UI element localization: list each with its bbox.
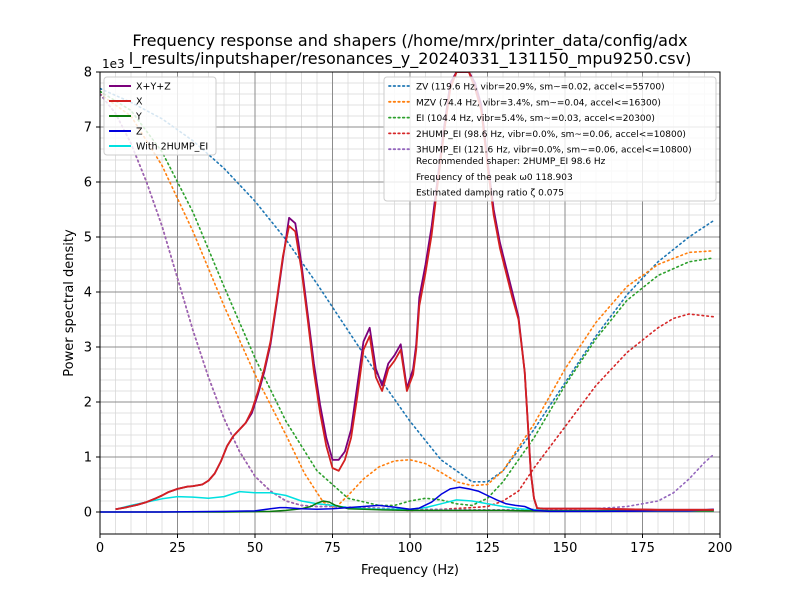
shaper-info-line: Estimated damping ratio ζ 0.075 — [416, 189, 564, 199]
shaper-series-line — [100, 90, 715, 507]
psd-legend: X+Y+Z XYZ With 2HUMP_EI — [103, 76, 217, 156]
shaper-legend-label: MZV (74.4 Hz, vibr=3.4%, sm~=0.04, accel… — [416, 98, 661, 108]
x-tick-label: 100 — [398, 541, 423, 556]
x-tick-label: 175 — [630, 541, 655, 556]
shaper-series-line — [100, 87, 715, 483]
x-tick-label: 125 — [475, 541, 500, 556]
psd-legend-label: X+Y+Z — [136, 82, 171, 93]
shaper-info-line: Frequency of the peak ω0 118.903 — [416, 173, 573, 183]
x-tick-label: 25 — [169, 541, 186, 556]
y-tick-label: 8 — [84, 66, 92, 81]
shaper-series-line — [100, 93, 715, 511]
chart-title-line-1: Frequency response and shapers (/home/mr… — [132, 31, 687, 51]
y-axis-label: Power spectral density — [62, 229, 77, 377]
y-tick-label: 2 — [84, 396, 92, 411]
y-tick-label: 3 — [84, 341, 92, 356]
psd-legend-label: Y — [135, 112, 142, 123]
shaper-legend-label: ZV (119.6 Hz, vibr=20.9%, sm~=0.02, acce… — [416, 83, 665, 93]
y-tick-label: 5 — [84, 231, 92, 246]
x-tick-label: 0 — [96, 541, 104, 556]
psd-series-line — [115, 72, 714, 511]
chart-title-line-2: l_results/inputshaper/resonances_y_20240… — [129, 49, 692, 69]
y-tick-label: 6 — [84, 176, 92, 191]
shaper-legend-label: EI (104.4 Hz, vibr=5.4%, sm~=0.03, accel… — [416, 114, 655, 124]
y-tick-label: 7 — [84, 121, 92, 136]
psd-legend-label: X — [136, 97, 143, 108]
x-axis-ticks: 0 25 50 75 100 125 150 175 200 — [96, 534, 733, 556]
x-axis-label: Frequency (Hz) — [361, 563, 459, 578]
psd-series-line — [100, 486, 714, 513]
psd-series-line — [100, 500, 714, 513]
shaper-series-line — [100, 93, 715, 509]
series-layer — [100, 72, 715, 513]
x-tick-label: 200 — [708, 541, 733, 556]
shaper-info-line: Recommended shaper: 2HUMP_EI 98.6 Hz — [416, 157, 606, 167]
y-tick-label: 1 — [84, 451, 92, 466]
shaper-legend-box — [383, 76, 717, 202]
y-axis-ticks: 0 1 2 3 4 5 6 7 8 — [84, 66, 100, 521]
x-tick-label: 150 — [553, 541, 578, 556]
y-offset-label: 1e3 — [102, 57, 125, 71]
shaper-legend: ZV (119.6 Hz, vibr=20.9%, sm~=0.02, acce… — [383, 76, 717, 202]
psd-legend-box — [103, 76, 217, 156]
psd-legend-label: Z — [136, 127, 143, 138]
shaper-legend-label: 2HUMP_EI (98.6 Hz, vibr=0.0%, sm~=0.06, … — [416, 130, 686, 140]
y-tick-label: 4 — [84, 286, 92, 301]
x-tick-label: 50 — [247, 541, 264, 556]
shaper-legend-label: 3HUMP_EI (121.6 Hz, vibr=0.0%, sm~=0.06,… — [416, 146, 692, 156]
y-tick-label: 0 — [84, 506, 92, 521]
x-tick-label: 75 — [324, 541, 341, 556]
psd-legend-label: With 2HUMP_EI — [136, 142, 208, 153]
